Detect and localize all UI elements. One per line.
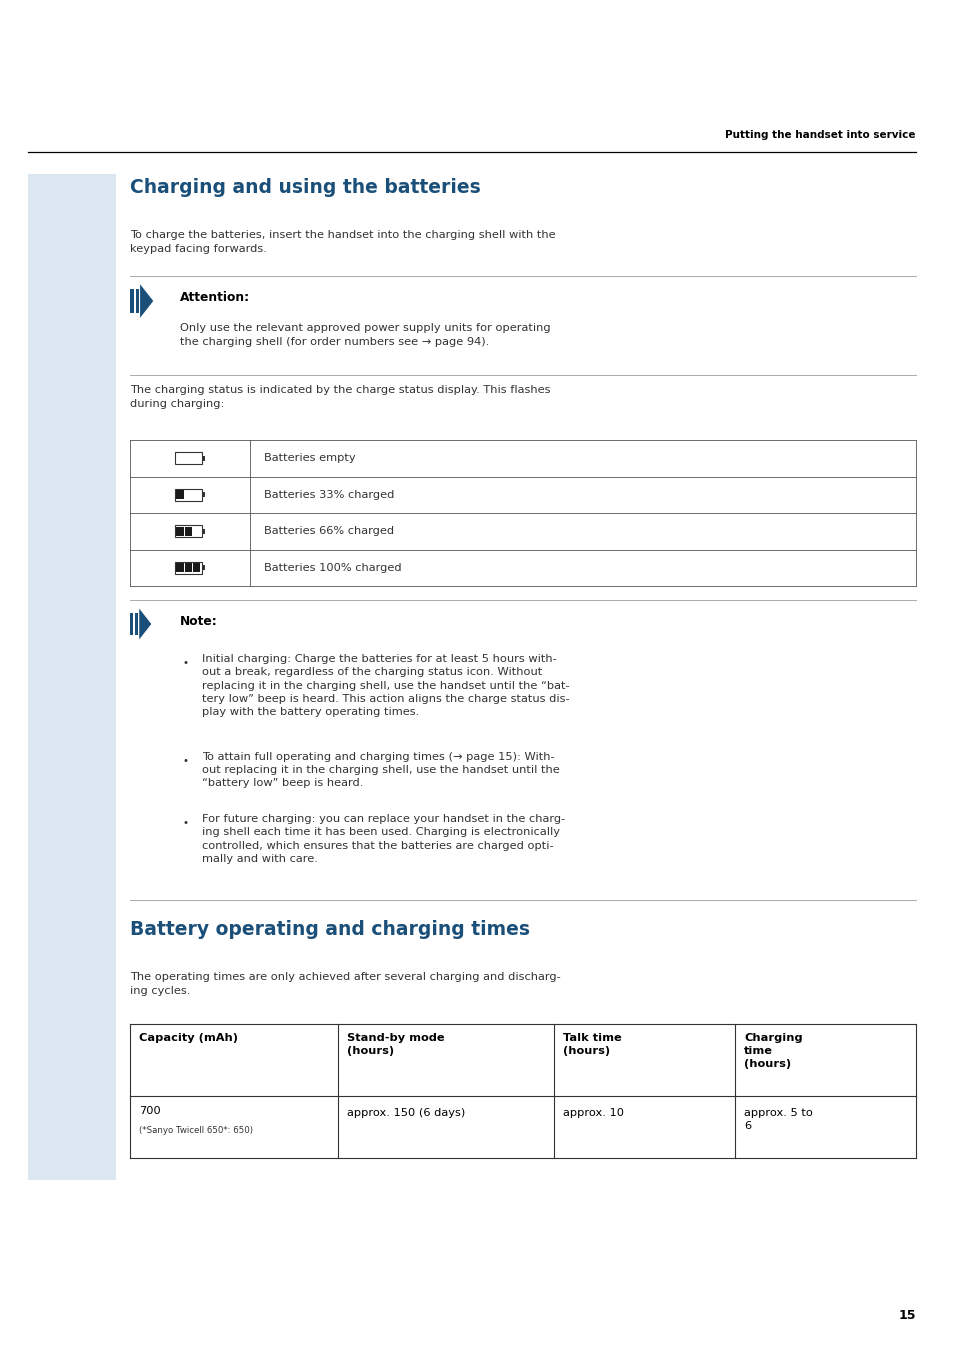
Text: •: • bbox=[182, 818, 188, 828]
Text: Batteries 66% charged: Batteries 66% charged bbox=[264, 526, 394, 536]
Bar bbox=[176, 490, 184, 500]
Polygon shape bbox=[140, 285, 153, 317]
Text: approx. 10: approx. 10 bbox=[563, 1108, 624, 1118]
Text: Capacity (mAh): Capacity (mAh) bbox=[139, 1033, 237, 1044]
Bar bbox=[184, 526, 192, 536]
Bar bbox=[130, 289, 133, 313]
Bar bbox=[202, 455, 204, 460]
Text: Putting the handset into service: Putting the handset into service bbox=[724, 130, 915, 140]
Bar bbox=[202, 529, 204, 535]
Text: Battery operating and charging times: Battery operating and charging times bbox=[130, 919, 530, 940]
Polygon shape bbox=[139, 609, 152, 640]
Text: Note:: Note: bbox=[180, 616, 217, 628]
Bar bbox=[174, 452, 202, 464]
Text: Initial charging: Charge the batteries for at least 5 hours with-
out a break, r: Initial charging: Charge the batteries f… bbox=[202, 653, 569, 717]
Text: To attain full operating and charging times (→ page 15): With-
out replacing it : To attain full operating and charging ti… bbox=[202, 752, 559, 788]
Bar bbox=[193, 563, 200, 572]
Bar bbox=[174, 489, 202, 501]
Text: approx. 150 (6 days): approx. 150 (6 days) bbox=[347, 1108, 465, 1118]
Bar bbox=[202, 491, 204, 497]
Text: To charge the batteries, insert the handset into the charging shell with the
key: To charge the batteries, insert the hand… bbox=[130, 230, 555, 254]
Text: The charging status is indicated by the charge status display. This flashes
duri: The charging status is indicated by the … bbox=[130, 385, 550, 409]
Text: Batteries 100% charged: Batteries 100% charged bbox=[264, 563, 401, 572]
Bar bbox=[184, 563, 192, 572]
Bar bbox=[28, 174, 116, 1180]
Bar bbox=[176, 526, 184, 536]
Text: •: • bbox=[182, 756, 188, 765]
Text: 700: 700 bbox=[139, 1106, 161, 1116]
Text: Attention:: Attention: bbox=[180, 292, 250, 304]
Bar bbox=[130, 613, 133, 634]
Bar bbox=[176, 563, 184, 572]
Bar bbox=[135, 289, 139, 313]
Text: Talk time
(hours): Talk time (hours) bbox=[563, 1033, 621, 1056]
Text: For future charging: you can replace your handset in the charg-
ing shell each t: For future charging: you can replace you… bbox=[202, 814, 565, 864]
Bar bbox=[135, 613, 138, 634]
Text: 15: 15 bbox=[898, 1310, 915, 1322]
Text: Charging and using the batteries: Charging and using the batteries bbox=[130, 178, 480, 197]
Text: Batteries empty: Batteries empty bbox=[264, 454, 355, 463]
Text: Stand-by mode
(hours): Stand-by mode (hours) bbox=[347, 1033, 444, 1056]
Text: The operating times are only achieved after several charging and discharg-
ing c: The operating times are only achieved af… bbox=[130, 972, 560, 995]
Bar bbox=[174, 562, 202, 574]
Text: (*Sanyo Twicell 650*: 650): (*Sanyo Twicell 650*: 650) bbox=[139, 1126, 253, 1135]
Text: Batteries 33% charged: Batteries 33% charged bbox=[264, 490, 394, 500]
Bar bbox=[202, 566, 204, 571]
Text: Charging
time
(hours): Charging time (hours) bbox=[743, 1033, 802, 1069]
Bar bbox=[174, 525, 202, 537]
Text: approx. 5 to
6: approx. 5 to 6 bbox=[743, 1108, 812, 1131]
Text: •: • bbox=[182, 657, 188, 668]
Text: Only use the relevant approved power supply units for operating
the charging she: Only use the relevant approved power sup… bbox=[180, 323, 550, 347]
